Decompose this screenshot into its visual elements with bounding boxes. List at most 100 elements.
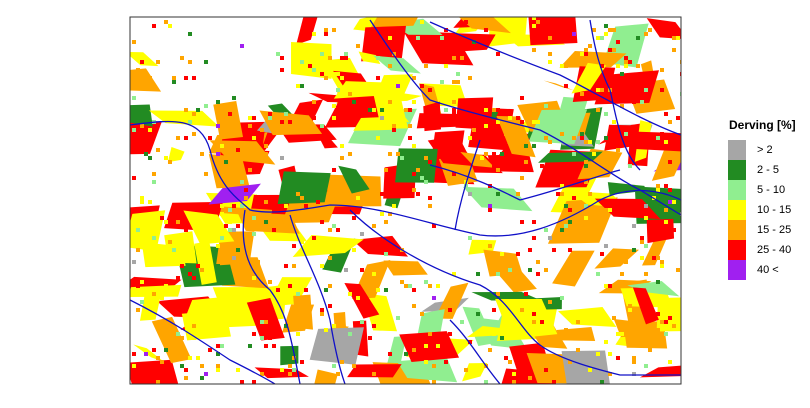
land-patch: [471, 291, 542, 301]
land-patch: [628, 131, 681, 152]
land-pixel: [412, 100, 416, 104]
land-pixel: [340, 76, 344, 80]
land-pixel: [136, 308, 140, 312]
land-pixel: [204, 172, 208, 176]
legend-swatch: [728, 140, 746, 160]
land-pixel: [488, 348, 492, 352]
land-pixel: [584, 140, 588, 144]
land-pixel: [436, 284, 440, 288]
land-pixel: [584, 160, 588, 164]
land-pixel: [656, 256, 660, 260]
land-pixel: [388, 36, 392, 40]
land-pixel: [412, 76, 416, 80]
land-pixel: [264, 320, 268, 324]
land-pixel: [292, 356, 296, 360]
land-pixel: [312, 32, 316, 36]
land-pixel: [328, 256, 332, 260]
land-pixel: [672, 324, 676, 328]
land-pixel: [604, 208, 608, 212]
land-pixel: [612, 316, 616, 320]
land-pixel: [568, 28, 572, 32]
land-pixel: [216, 368, 220, 372]
land-pixel: [296, 192, 300, 196]
land-patch: [267, 277, 313, 307]
land-pixel: [552, 248, 556, 252]
land-pixel: [464, 176, 468, 180]
land-pixel: [408, 284, 412, 288]
land-pixel: [360, 320, 364, 324]
land-pixel: [176, 220, 180, 224]
land-pixel: [644, 88, 648, 92]
land-pixel: [320, 72, 324, 76]
land-pixel: [524, 144, 528, 148]
land-pixel: [136, 228, 140, 232]
land-patch: [399, 331, 460, 363]
land-pixel: [608, 48, 612, 52]
land-pixel: [564, 328, 568, 332]
land-pixel: [544, 268, 548, 272]
legend-label: 5 - 10: [757, 184, 785, 196]
land-pixel: [260, 320, 264, 324]
land-pixel: [532, 236, 536, 240]
land-patch: [538, 151, 603, 163]
land-pixel: [424, 64, 428, 68]
land-pixel: [300, 360, 304, 364]
land-pixel: [348, 292, 352, 296]
land-pixel: [372, 324, 376, 328]
legend-swatch: [728, 220, 746, 240]
land-pixel: [564, 224, 568, 228]
land-pixel: [588, 140, 592, 144]
land-pixel: [428, 120, 432, 124]
land-pixel: [624, 260, 628, 264]
land-pixel: [164, 284, 168, 288]
land-pixel: [424, 360, 428, 364]
river: [429, 21, 681, 136]
land-pixel: [548, 32, 552, 36]
land-pixel: [508, 360, 512, 364]
land-pixel: [184, 376, 188, 380]
land-pixel: [240, 204, 244, 208]
land-pixel: [160, 360, 164, 364]
land-pixel: [528, 248, 532, 252]
land-pixel: [228, 112, 232, 116]
land-patch: [347, 364, 402, 378]
land-pixel: [180, 56, 184, 60]
land-pixel: [380, 116, 384, 120]
land-patch: [598, 129, 630, 145]
land-pixel: [584, 216, 588, 220]
land-pixel: [496, 292, 500, 296]
land-patch: [130, 68, 162, 92]
land-patch: [352, 235, 409, 257]
land-pixel: [496, 168, 500, 172]
land-pixel: [500, 384, 504, 388]
land-pixel: [548, 140, 552, 144]
land-pixel: [584, 52, 588, 56]
land-pixel: [404, 284, 408, 288]
land-pixel: [336, 88, 340, 92]
land-patch: [607, 182, 647, 196]
land-pixel: [264, 200, 268, 204]
land-pixel: [248, 124, 252, 128]
land-pixel: [204, 60, 208, 64]
land-pixel: [176, 332, 180, 336]
land-pixel: [444, 108, 448, 112]
land-pixel: [564, 64, 568, 68]
land-pixel: [336, 372, 340, 376]
land-pixel: [604, 24, 608, 28]
land-pixel: [344, 268, 348, 272]
land-pixel: [192, 112, 196, 116]
land-pixel: [452, 272, 456, 276]
land-pixel: [520, 308, 524, 312]
land-pixel: [184, 368, 188, 372]
land-pixel: [380, 212, 384, 216]
land-pixel: [140, 124, 144, 128]
land-pixel: [456, 72, 460, 76]
land-patch: [646, 18, 681, 39]
land-pixel: [560, 296, 564, 300]
land-patch: [462, 306, 496, 347]
land-pixel: [156, 60, 160, 64]
land-pixel: [676, 268, 680, 272]
land-pixel: [620, 72, 624, 76]
land-pixel: [136, 248, 140, 252]
land-pixel: [660, 260, 664, 264]
